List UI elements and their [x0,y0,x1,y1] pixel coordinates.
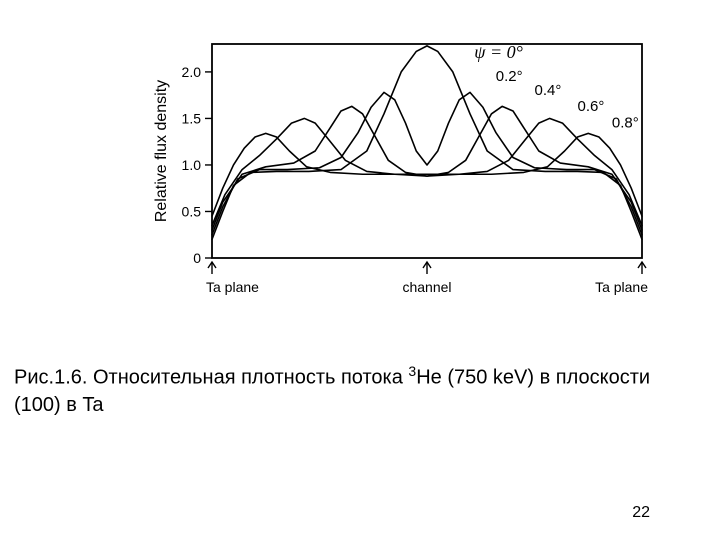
caption-mid: He (750 keV) в плоскости [416,367,650,389]
y-tick-label: 1.5 [182,110,202,126]
page-number: 22 [632,504,650,522]
curve-psi0 [212,46,642,240]
curve-annotation: 0.4° [535,82,562,99]
x-axis-label: Ta plane [206,279,259,295]
y-tick-label: 0 [193,250,201,266]
curve-psi08 [212,133,642,216]
x-axis-label: Ta plane [595,279,648,295]
y-tick-label: 1.0 [182,157,202,173]
caption-line2: (100) в Ta [14,394,104,416]
curve-annotation: 0.2° [496,68,523,85]
y-axis-label: Relative flux density [153,80,170,222]
plot-frame [212,44,642,258]
curve-annotation: 0.6° [578,98,605,115]
psi-label: ψ = 0° [474,42,523,62]
curve-annotation: 0.8° [612,115,639,132]
x-axis-label: channel [402,279,451,295]
figure-caption: Рис.1.6. Относительная плотность потока … [14,362,714,419]
curve-psi04 [212,106,642,230]
y-tick-label: 0.5 [182,203,202,219]
flux-density-chart: 0 0.5 1.0 1.5 2.0 Relative flux density Ta pla… [150,36,650,326]
caption-prefix: Рис.1.6. Относительная плотность потока [14,367,408,389]
y-tick-label: 2.0 [182,64,202,80]
